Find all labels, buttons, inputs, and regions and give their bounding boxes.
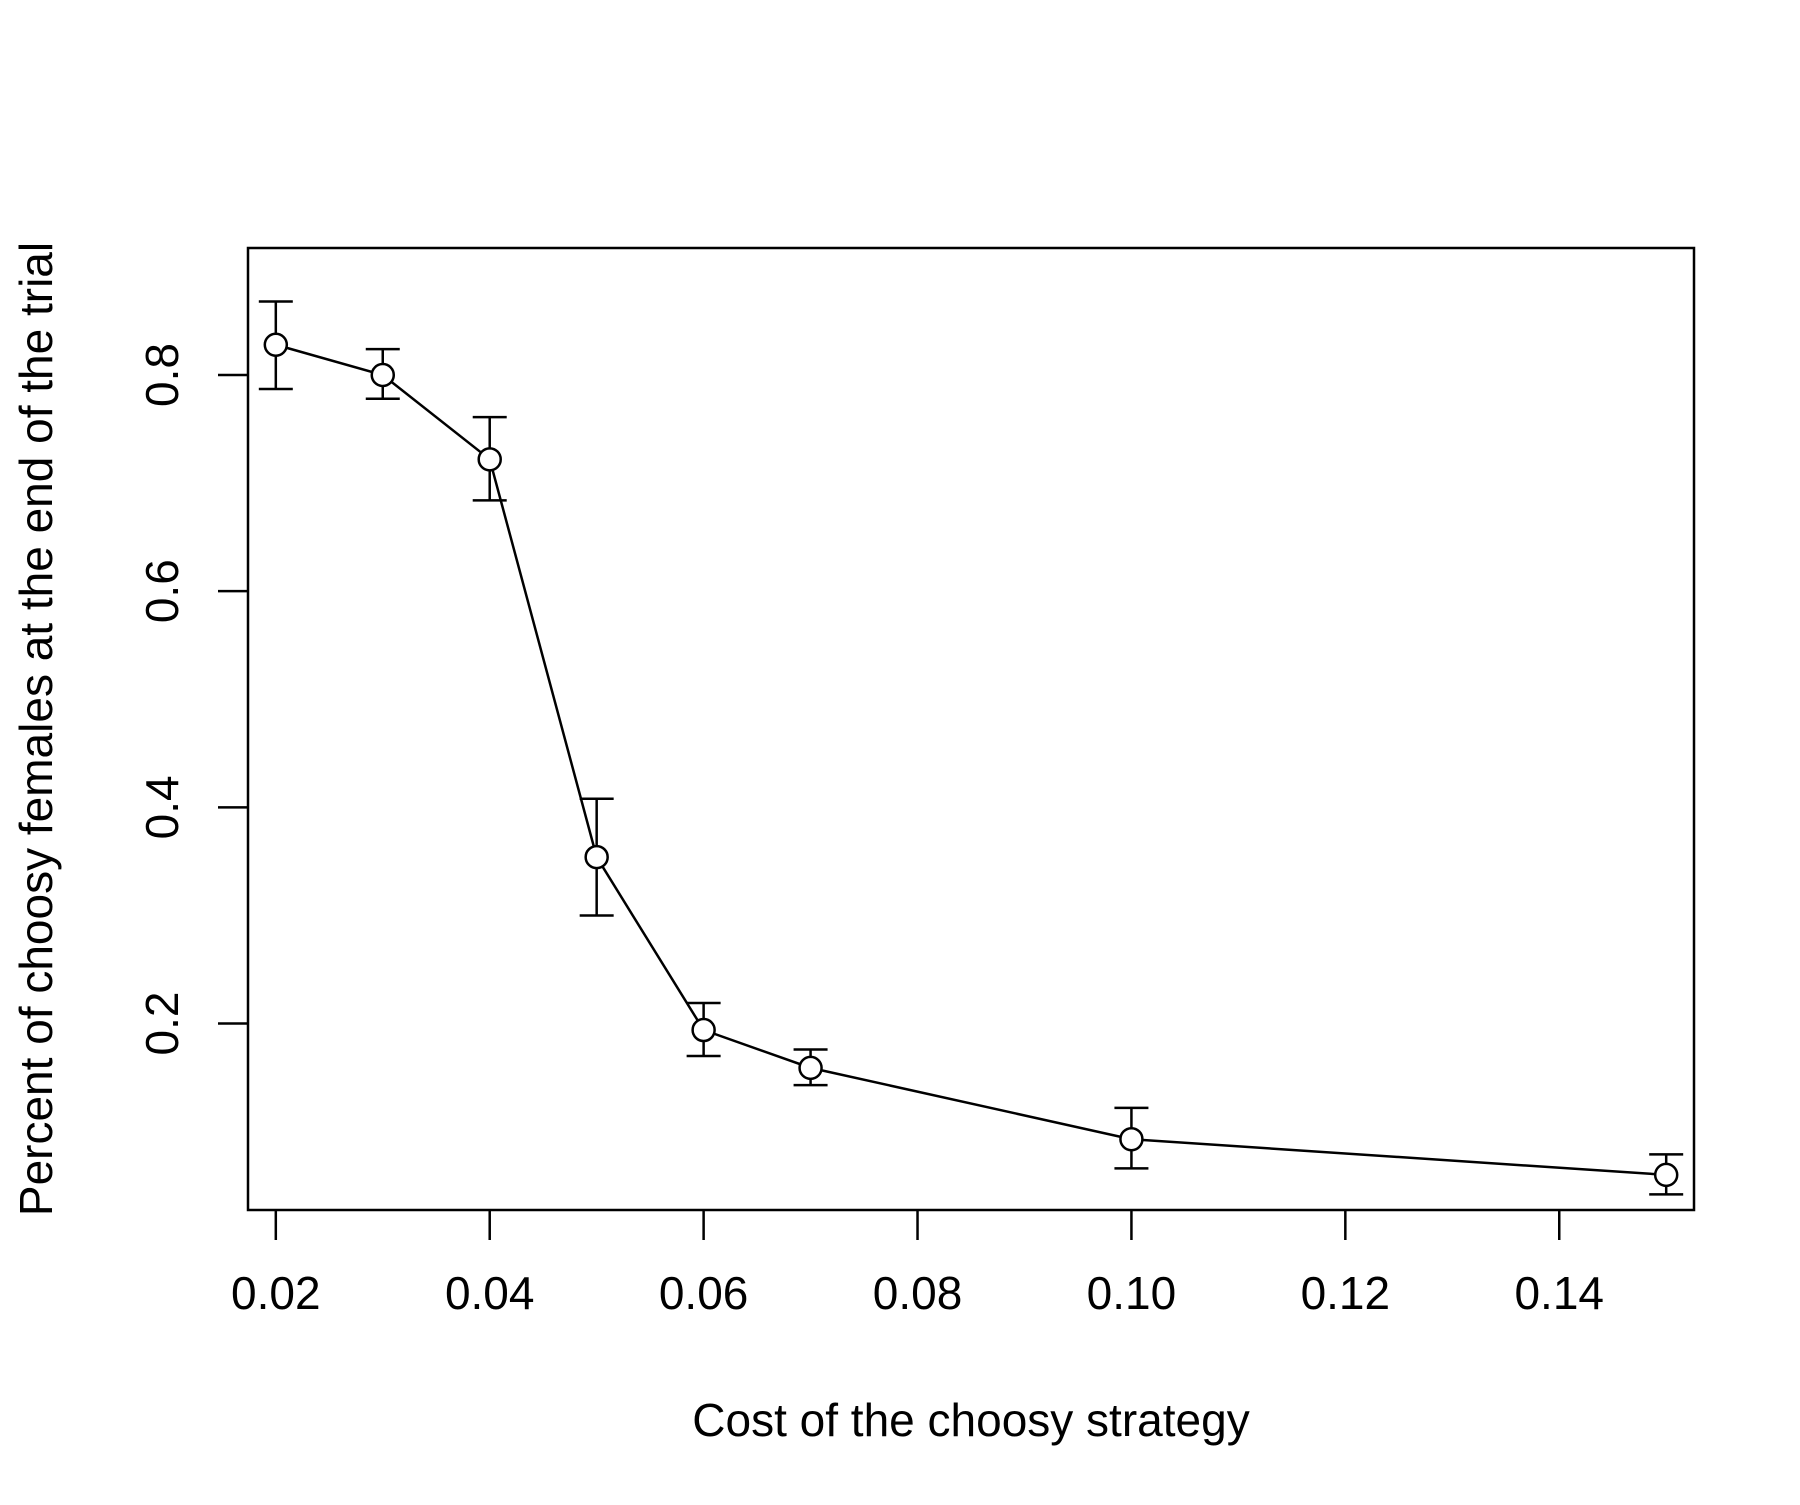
- data-point: [370, 362, 396, 388]
- data-point: [584, 844, 609, 870]
- x-axis: 0.02 0.04 0.06 0.08 0.10 0.12 0.14: [231, 1210, 1604, 1319]
- plot-frame: [246, 246, 1696, 1212]
- x-tick-label: 0.08: [873, 1267, 963, 1319]
- data-point: [691, 1017, 716, 1043]
- y-axis: 0.2 0.4 0.6 0.8: [136, 343, 248, 1056]
- data-point: [263, 332, 289, 357]
- x-tick-label: 0.02: [231, 1267, 321, 1319]
- data-point: [1653, 1162, 1679, 1188]
- y-tick-label: 0.4: [136, 775, 188, 839]
- y-axis-label: Percent of choosy females at the end of …: [10, 242, 62, 1216]
- data-layer: [258, 300, 1684, 1196]
- x-tick-label: 0.12: [1301, 1267, 1391, 1319]
- data-point: [1119, 1126, 1144, 1152]
- x-tick-label: 0.10: [1087, 1267, 1177, 1319]
- x-tick-label: 0.06: [659, 1267, 749, 1319]
- x-tick-label: 0.04: [445, 1267, 535, 1319]
- data-point: [798, 1055, 823, 1081]
- x-axis-label: Cost of the choosy strategy: [692, 1394, 1249, 1446]
- y-tick-label: 0.2: [136, 992, 188, 1056]
- series-line: [275, 343, 1667, 1177]
- y-tick-label: 0.8: [136, 343, 188, 407]
- data-point: [477, 447, 502, 472]
- y-tick-label: 0.6: [136, 559, 188, 623]
- x-tick-label: 0.14: [1514, 1267, 1604, 1319]
